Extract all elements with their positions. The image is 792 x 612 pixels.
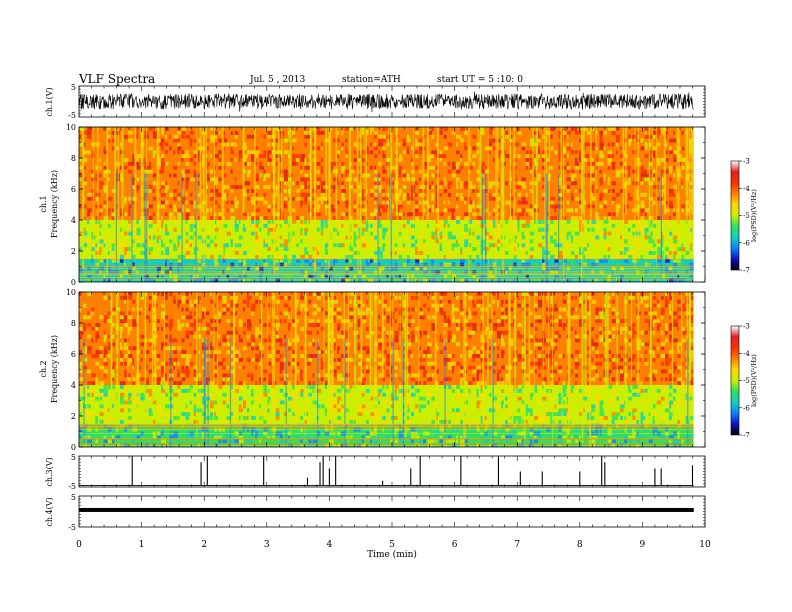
- frequency-tick-label: 8: [71, 154, 76, 163]
- colorbar-tick-label: -3: [743, 158, 750, 166]
- frequency-tick-label: 2: [71, 247, 76, 256]
- figure-title: VLF Spectra: [79, 72, 156, 86]
- frequency-tick-label: 6: [71, 185, 76, 194]
- time-axis-labels: 0 1 2 3 4 5 6 7 8 9 10: [76, 540, 711, 550]
- colorbar-tick-label: -4: [743, 350, 750, 358]
- colorbar-tick-label: -6: [743, 239, 750, 247]
- time-tick-label: 10: [699, 540, 711, 550]
- colorbar-scale: [730, 325, 740, 436]
- ch4-waveform-trace: [79, 507, 694, 512]
- colorbar-scale: [730, 160, 740, 271]
- frequency-tick-label: 4: [71, 216, 76, 225]
- ch1-spec-label-channel: ch.1: [39, 195, 48, 212]
- colorbar-tick-label: -3: [743, 323, 750, 331]
- start-time-label: start UT = 5 :10: 0: [437, 75, 523, 85]
- ch1-frequency-ticks: 0 2 4 6 8 10: [66, 123, 705, 287]
- ch2-spec-label-channel: ch.2: [39, 360, 48, 377]
- ch3-waveform-trace: [79, 456, 694, 486]
- ch1-colorbar: -3 -4 -5 -6 -7 log(PSD)(V²/Hz): [730, 158, 758, 275]
- time-axis-title: Time (min): [367, 549, 417, 560]
- ch2-spec-ylabel: Frequency (kHz): [50, 335, 59, 403]
- time-tick-label: 6: [452, 540, 458, 550]
- frequency-tick-label: 0: [71, 443, 76, 452]
- time-axis-ticks: [78, 86, 706, 527]
- colorbar-label: log(PSD)(V²/Hz): [750, 354, 758, 407]
- ch1-ylabel: ch.1(V): [45, 87, 54, 116]
- time-tick-label: 0: [76, 540, 82, 550]
- colorbar-tick-label: -7: [743, 432, 750, 440]
- ch3-ytick-top: 5: [71, 453, 76, 462]
- colorbar-label: log(PSD)(V²/Hz): [750, 189, 758, 242]
- ch1-waveform-panel: 5 -5 ch.1(V): [45, 83, 706, 120]
- frequency-tick-label: 4: [71, 381, 76, 390]
- ch2-spectrogram-image: [79, 292, 705, 447]
- frequency-tick-label: 2: [71, 412, 76, 421]
- colorbar-tick-label: -5: [743, 377, 750, 385]
- frequency-tick-label: 10: [66, 288, 76, 297]
- ch1-spectrogram-image: [79, 127, 705, 282]
- ch3-ylabel: ch.3(V): [45, 457, 54, 486]
- station-label: station=ATH: [342, 75, 401, 85]
- frequency-tick-label: 10: [66, 123, 76, 132]
- ch2-colorbar: -3 -4 -5 -6 -7 log(PSD)(V²/Hz): [730, 323, 758, 440]
- time-tick-label: 8: [577, 540, 583, 550]
- ch4-waveform-panel: 5 -5 ch.4(V): [45, 493, 706, 532]
- observation-date: Jul. 5 , 2013: [250, 75, 306, 85]
- ch4-ylabel: ch.4(V): [45, 497, 54, 526]
- ch4-ytick-bottom: -5: [68, 523, 76, 532]
- time-tick-label: 1: [139, 540, 145, 550]
- colorbar-tick-label: -5: [743, 212, 750, 220]
- ch1-ytick-bottom: -5: [68, 111, 76, 120]
- ch3-ytick-bottom: -5: [68, 482, 76, 491]
- colorbar-tick-label: -7: [743, 267, 750, 275]
- ch1-ytick-top: 5: [71, 83, 76, 92]
- ch1-spectrogram-panel: 0 2 4 6 8 10 ch.1 Frequency (kHz): [39, 123, 706, 287]
- ch2-frequency-ticks: 0 2 4 6 8 10: [66, 288, 705, 452]
- time-tick-label: 7: [514, 540, 520, 550]
- ch1-spec-ylabel: Frequency (kHz): [50, 170, 59, 238]
- frequency-tick-label: 8: [71, 319, 76, 328]
- colorbar-tick-label: -6: [743, 404, 750, 412]
- colorbar-tick-label: -4: [743, 185, 750, 193]
- ch2-spectrogram-panel: 0 2 4 6 8 10 ch.2 Frequency (kHz): [39, 288, 706, 452]
- ch3-waveform-panel: 5 -5 ch.3(V): [45, 453, 706, 491]
- time-tick-label: 9: [640, 540, 646, 550]
- time-tick-label: 4: [327, 540, 333, 550]
- ch1-waveform-trace: [78, 91, 694, 113]
- time-tick-label: 5: [389, 540, 395, 550]
- time-tick-label: 3: [264, 540, 270, 550]
- frequency-tick-label: 6: [71, 350, 76, 359]
- time-tick-label: 2: [201, 540, 207, 550]
- frequency-tick-label: 0: [71, 278, 76, 287]
- ch4-ytick-top: 5: [71, 493, 76, 502]
